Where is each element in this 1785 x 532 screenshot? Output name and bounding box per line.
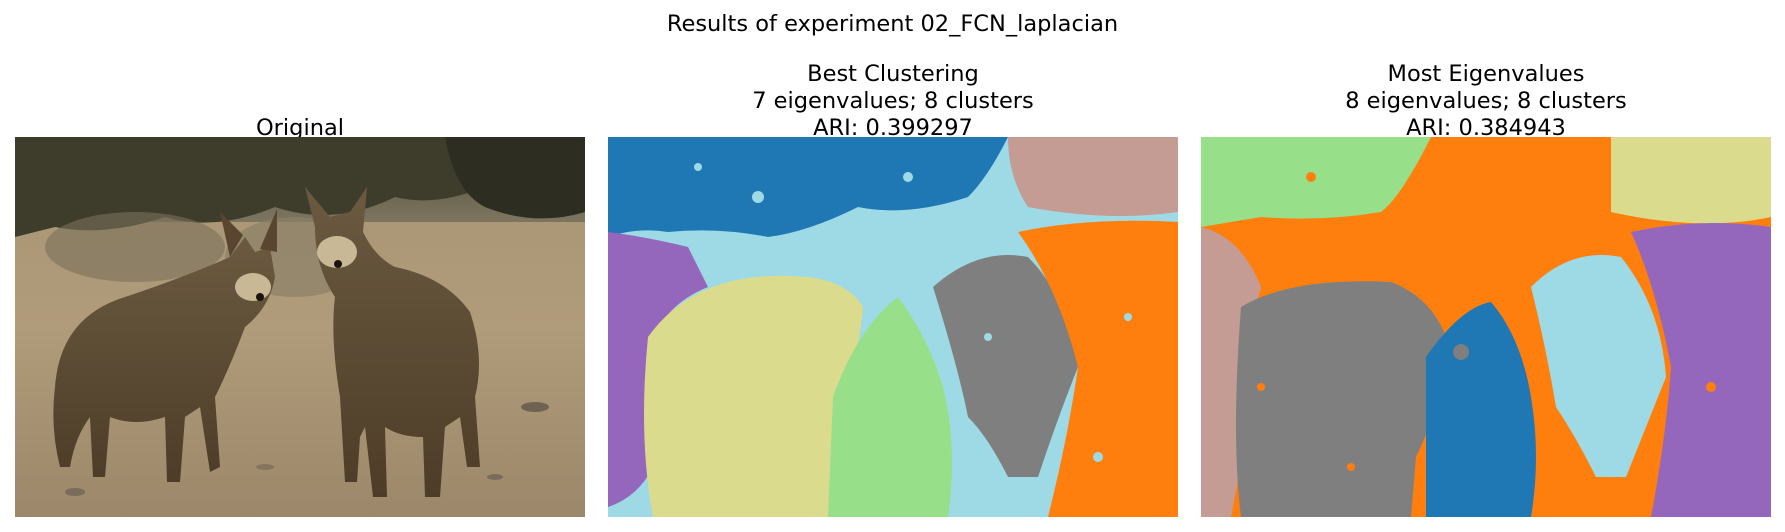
segmentation-image-most [1201, 137, 1771, 517]
panel-original: Original [15, 0, 585, 532]
panel-title-line: ARI: 0.399297 [813, 115, 973, 141]
panel-title-line: ARI: 0.384943 [1406, 115, 1566, 141]
panel-title: Most Eigenvalues 8 eigenvalues; 8 cluste… [1201, 61, 1771, 142]
panel-title-line: 7 eigenvalues; 8 clusters [752, 88, 1034, 114]
cluster-map [1201, 137, 1771, 517]
panel-title-line: Most Eigenvalues [1387, 61, 1585, 87]
panel-title-line: 8 eigenvalues; 8 clusters [1345, 88, 1627, 114]
segmentation-image-best [608, 137, 1178, 517]
panel-best-clustering: Best Clustering 7 eigenvalues; 8 cluster… [608, 0, 1178, 532]
coyote-photo [15, 137, 585, 517]
original-image [15, 137, 585, 517]
panel-title-line: Original [255, 115, 345, 141]
cluster-map [608, 137, 1178, 517]
panel-most-eigenvalues: Most Eigenvalues 8 eigenvalues; 8 cluste… [1201, 0, 1771, 532]
panel-title-line: Best Clustering [807, 61, 979, 87]
panel-title: Best Clustering 7 eigenvalues; 8 cluster… [608, 61, 1178, 142]
panel-title: Original [15, 115, 585, 142]
figure-suptitle: Results of experiment 02_FCN_laplacian [666, 11, 1119, 37]
